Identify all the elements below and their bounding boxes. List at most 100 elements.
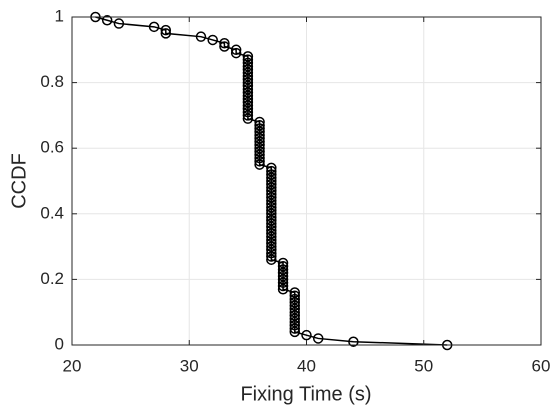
y-tick-label: 0.4 <box>40 203 64 222</box>
marker <box>289 293 301 305</box>
marker <box>160 24 172 36</box>
marker <box>277 283 289 295</box>
marker <box>148 21 160 33</box>
marker <box>254 136 265 147</box>
plot-area <box>90 11 453 351</box>
marker <box>289 320 301 331</box>
marker <box>242 110 254 121</box>
marker <box>289 310 301 321</box>
marker <box>254 119 265 131</box>
x-tick-label: 60 <box>532 356 550 375</box>
marker <box>277 270 289 282</box>
y-tick-label: 1 <box>55 6 64 25</box>
marker <box>266 228 277 239</box>
marker <box>160 28 172 39</box>
marker <box>266 188 277 200</box>
marker <box>195 31 207 42</box>
y-tick-label: 0.8 <box>40 72 64 91</box>
marker <box>242 87 254 98</box>
marker <box>219 41 230 52</box>
marker <box>266 185 277 197</box>
marker <box>242 77 254 88</box>
marker <box>254 142 265 154</box>
marker <box>254 159 265 170</box>
marker <box>242 64 254 75</box>
marker <box>277 264 289 275</box>
marker <box>277 274 289 285</box>
marker <box>242 60 254 72</box>
marker <box>242 106 254 118</box>
marker <box>266 238 277 249</box>
grid <box>71 16 542 346</box>
marker <box>277 280 289 292</box>
marker <box>266 201 277 213</box>
marker <box>266 211 277 223</box>
marker <box>242 54 254 65</box>
marker <box>266 182 277 193</box>
marker <box>242 103 254 115</box>
marker <box>266 241 277 252</box>
marker <box>289 290 301 302</box>
marker <box>289 326 301 338</box>
marker <box>242 80 254 92</box>
marker <box>242 57 254 69</box>
marker <box>266 175 277 187</box>
marker <box>277 257 289 269</box>
marker <box>289 313 301 325</box>
marker <box>289 297 301 308</box>
marker <box>266 192 277 203</box>
marker <box>289 300 301 311</box>
marker <box>266 254 277 265</box>
marker <box>289 316 301 328</box>
marker <box>266 208 277 220</box>
y-tick-label: 0.6 <box>40 138 64 157</box>
marker <box>266 221 277 233</box>
marker <box>242 74 254 85</box>
marker <box>289 306 301 318</box>
marker <box>242 90 254 101</box>
marker <box>266 195 277 206</box>
marker <box>254 149 265 161</box>
marker <box>266 218 277 229</box>
y-axis-label: CCDF <box>8 153 30 209</box>
marker <box>266 234 277 246</box>
marker <box>266 205 277 216</box>
marker <box>348 336 359 347</box>
marker <box>254 133 265 144</box>
y-tick-label: 0 <box>55 334 64 353</box>
marker <box>242 100 254 111</box>
marker <box>254 156 265 167</box>
marker <box>254 146 265 157</box>
marker <box>266 231 277 243</box>
marker <box>230 47 242 59</box>
marker <box>266 179 277 190</box>
marker <box>230 44 242 56</box>
marker <box>266 198 277 210</box>
marker <box>289 323 301 334</box>
marker <box>254 116 265 128</box>
marker <box>266 165 277 177</box>
marker <box>242 51 254 62</box>
marker <box>289 287 301 298</box>
x-tick-label: 30 <box>180 356 199 375</box>
y-tick-label: 0.2 <box>40 269 64 288</box>
marker <box>266 169 277 180</box>
marker <box>266 162 277 174</box>
marker <box>266 215 277 226</box>
x-tick-label: 40 <box>297 356 316 375</box>
marker <box>312 333 324 344</box>
marker <box>242 93 254 105</box>
marker <box>266 251 277 262</box>
marker <box>277 277 289 288</box>
marker <box>242 70 254 82</box>
marker <box>242 97 254 108</box>
marker <box>254 139 265 151</box>
marker <box>254 129 265 141</box>
marker <box>242 83 254 95</box>
x-axis-label: Fixing Time (s) <box>240 383 371 405</box>
series-line <box>95 16 448 346</box>
x-tick-label: 50 <box>414 356 433 375</box>
marker <box>207 34 218 46</box>
marker <box>219 37 230 49</box>
marker <box>266 244 277 256</box>
